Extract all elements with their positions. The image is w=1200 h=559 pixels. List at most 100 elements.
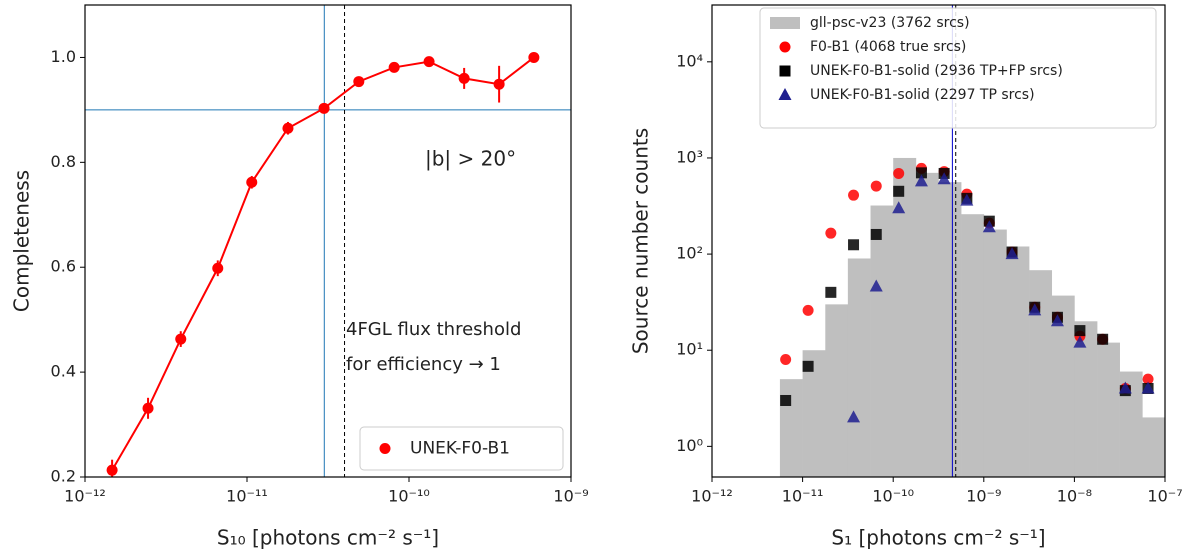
- x-tick-label: 10⁻⁷: [1147, 487, 1182, 506]
- marker: [915, 167, 927, 179]
- marker: [870, 180, 882, 192]
- legend-swatch: [770, 17, 800, 29]
- marker: [142, 402, 154, 414]
- hist-bar: [847, 258, 871, 477]
- y-axis-label: Source number counts: [629, 128, 653, 354]
- axes-frame: [711, 4, 1166, 478]
- hist-bar: [1119, 371, 1143, 477]
- y-tick-label: 10⁴: [676, 51, 703, 70]
- x-axis-label: S₁ [photons cm⁻² s⁻¹]: [831, 526, 1045, 550]
- legend-label: F0-B1 (4068 true srcs): [810, 39, 966, 55]
- legend-label: gll-psc-v23 (3762 srcs): [810, 15, 970, 31]
- marker: [869, 279, 883, 292]
- marker: [493, 78, 505, 90]
- hist-bar: [1029, 270, 1053, 477]
- hist-bar: [983, 229, 1007, 477]
- marker: [1050, 314, 1064, 327]
- marker: [353, 76, 365, 88]
- marker: [960, 193, 974, 206]
- y-tick-label: 0.4: [51, 362, 76, 381]
- hist-bar: [870, 205, 894, 477]
- hist-bar: [961, 214, 985, 477]
- hist-bar: [938, 182, 962, 477]
- series-line: [111, 56, 535, 471]
- x-tick-label: 10⁻⁸: [1057, 487, 1092, 506]
- marker: [914, 174, 928, 187]
- marker: [388, 61, 400, 73]
- y-tick-label: 0.2: [51, 467, 76, 486]
- hist-bar: [893, 157, 917, 477]
- marker: [893, 167, 905, 179]
- marker: [106, 464, 118, 476]
- hist-bar: [1074, 321, 1098, 477]
- axes-frame: [84, 4, 572, 478]
- annotation: for efficiency → 1: [346, 354, 501, 375]
- marker: [1118, 381, 1132, 394]
- marker: [423, 56, 435, 68]
- marker: [870, 228, 882, 240]
- hist-bar: [825, 304, 849, 477]
- marker: [825, 286, 837, 298]
- marker: [893, 185, 905, 197]
- y-tick-label: 0.8: [51, 152, 76, 171]
- marker: [780, 354, 792, 366]
- y-tick-label: 10⁰: [676, 436, 703, 455]
- marker: [282, 122, 294, 134]
- x-tick-label: 10⁻¹¹: [782, 487, 824, 506]
- marker: [780, 394, 792, 406]
- legend-label: UNEK-F0-B1-solid (2936 TP+FP srcs): [810, 63, 1063, 79]
- hist-bar: [1051, 295, 1075, 477]
- marker: [848, 239, 860, 251]
- hist-bar: [915, 172, 939, 477]
- y-axis-label: Completeness: [10, 170, 34, 312]
- marker: [1028, 303, 1042, 316]
- y-tick-label: 10²: [676, 244, 703, 263]
- annotation: 4FGL flux threshold: [346, 319, 521, 340]
- legend-box: [759, 7, 1157, 129]
- hist-bar: [1142, 417, 1165, 477]
- marker: [848, 189, 860, 201]
- marker: [1074, 325, 1086, 337]
- y-tick-label: 10¹: [676, 340, 703, 359]
- hist-bar: [779, 379, 803, 477]
- x-tick-label: 10⁻¹⁰: [872, 487, 914, 506]
- legend-label: UNEK-F0-B1-solid (2297 TP srcs): [810, 87, 1035, 103]
- marker: [528, 51, 540, 63]
- marker: [175, 333, 187, 345]
- legend-box: [359, 426, 564, 471]
- plot-area: [85, 5, 571, 477]
- x-axis-label: S₁₀ [photons cm⁻² s⁻¹]: [217, 526, 439, 550]
- legend: UNEK-F0-B1: [359, 426, 564, 471]
- y-tick-label: 1.0: [51, 47, 76, 66]
- legend-label: UNEK-F0-B1: [410, 439, 510, 459]
- chart: 10⁻¹² 10⁻¹¹ 10⁻¹⁰ 10⁻⁹ 10⁻⁸ 10⁻⁷ 10⁰ 10¹ 10² 10³ 1…: [629, 4, 1183, 550]
- x-tick-label: 10⁻¹²: [64, 487, 106, 506]
- marker: [1073, 335, 1087, 348]
- hist-bar: [1006, 246, 1030, 477]
- marker: [1142, 373, 1154, 385]
- marker: [847, 410, 861, 423]
- x-tick-label: 10⁻⁹: [966, 487, 1001, 506]
- marker: [802, 360, 814, 372]
- marker: [246, 176, 258, 188]
- hist-bar: [1097, 342, 1120, 477]
- marker: [318, 102, 330, 114]
- marker: [1141, 381, 1155, 394]
- marker: [458, 72, 470, 84]
- y-tick-label: 10³: [676, 147, 703, 166]
- annotation: |b| > 20°: [425, 147, 516, 171]
- marker: [1097, 333, 1109, 345]
- x-tick-label: 10⁻¹¹: [226, 487, 268, 506]
- plot-area: [779, 5, 1165, 477]
- legend-marker: [779, 65, 791, 77]
- chart: 10⁻¹² 10⁻¹¹ 10⁻¹⁰ 10⁻⁹ 0.2 0.4 0.6 0.8 1.0 S₁₀ [p…: [10, 4, 589, 550]
- legend-marker: [778, 88, 792, 100]
- marker: [982, 220, 996, 233]
- marker: [212, 262, 224, 274]
- marker: [802, 304, 814, 316]
- marker: [825, 227, 837, 239]
- legend-marker: [779, 41, 791, 53]
- legend: gll-psc-v23 (3762 srcs) F0-B1 (4068 true …: [759, 7, 1157, 129]
- marker: [937, 172, 951, 185]
